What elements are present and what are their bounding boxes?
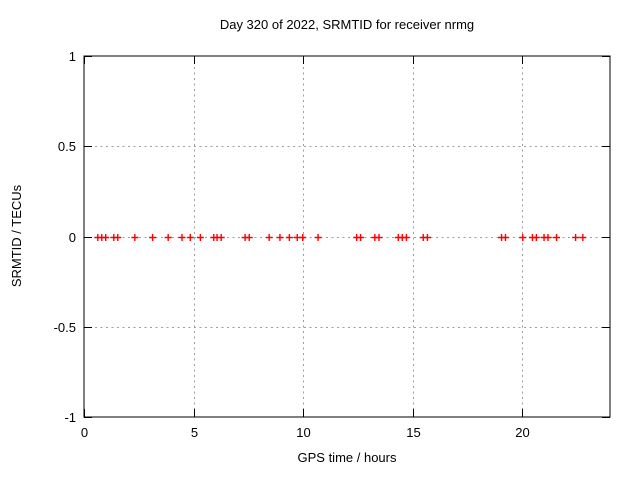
data-point-marker xyxy=(375,234,383,241)
data-point-marker xyxy=(553,234,561,241)
data-point-marker xyxy=(164,234,172,241)
x-tick-label: 10 xyxy=(296,425,310,440)
data-point-marker xyxy=(285,234,293,241)
data-point-marker xyxy=(196,234,204,241)
chart-title: Day 320 of 2022, SRMTID for receiver nrm… xyxy=(220,17,474,32)
data-point-marker xyxy=(501,234,509,241)
data-point-marker xyxy=(131,234,139,241)
x-tick-label: 15 xyxy=(406,425,420,440)
data-point-marker xyxy=(276,234,284,241)
grid-layer xyxy=(84,56,610,417)
tick-label-layer: 0 5 10 15 20 1 0.5 0 -0.5 -1 xyxy=(54,49,530,440)
data-point-marker xyxy=(178,234,186,241)
data-point-marker xyxy=(314,234,322,241)
x-tick-label: 0 xyxy=(81,425,88,440)
data-point-marker xyxy=(186,234,194,241)
data-point-marker xyxy=(102,234,110,241)
data-point-marker xyxy=(149,234,157,241)
data-point-marker xyxy=(299,234,307,241)
y-tick-label: 1 xyxy=(69,49,76,64)
tick-layer xyxy=(84,56,610,418)
data-marker-layer xyxy=(94,234,587,241)
x-tick-label: 20 xyxy=(515,425,529,440)
data-point-marker xyxy=(544,234,552,241)
data-point-marker xyxy=(245,234,253,241)
y-axis-label: SRMTID / TECUs xyxy=(9,184,24,287)
x-tick-label: 5 xyxy=(191,425,198,440)
data-point-marker xyxy=(519,234,527,241)
data-point-marker xyxy=(114,234,122,241)
data-point-marker xyxy=(402,234,410,241)
data-point-marker xyxy=(423,234,431,241)
y-tick-label: 0.5 xyxy=(58,139,76,154)
y-tick-label: -1 xyxy=(64,410,76,425)
y-tick-label: -0.5 xyxy=(54,320,76,335)
x-axis-label: GPS time / hours xyxy=(298,450,397,465)
data-point-marker xyxy=(572,234,580,241)
plot-border xyxy=(83,55,611,418)
data-point-marker xyxy=(579,234,587,241)
data-point-marker xyxy=(532,234,540,241)
data-point-marker xyxy=(357,234,365,241)
data-point-marker xyxy=(265,234,273,241)
y-tick-label: 0 xyxy=(69,230,76,245)
data-point-marker xyxy=(217,234,225,241)
